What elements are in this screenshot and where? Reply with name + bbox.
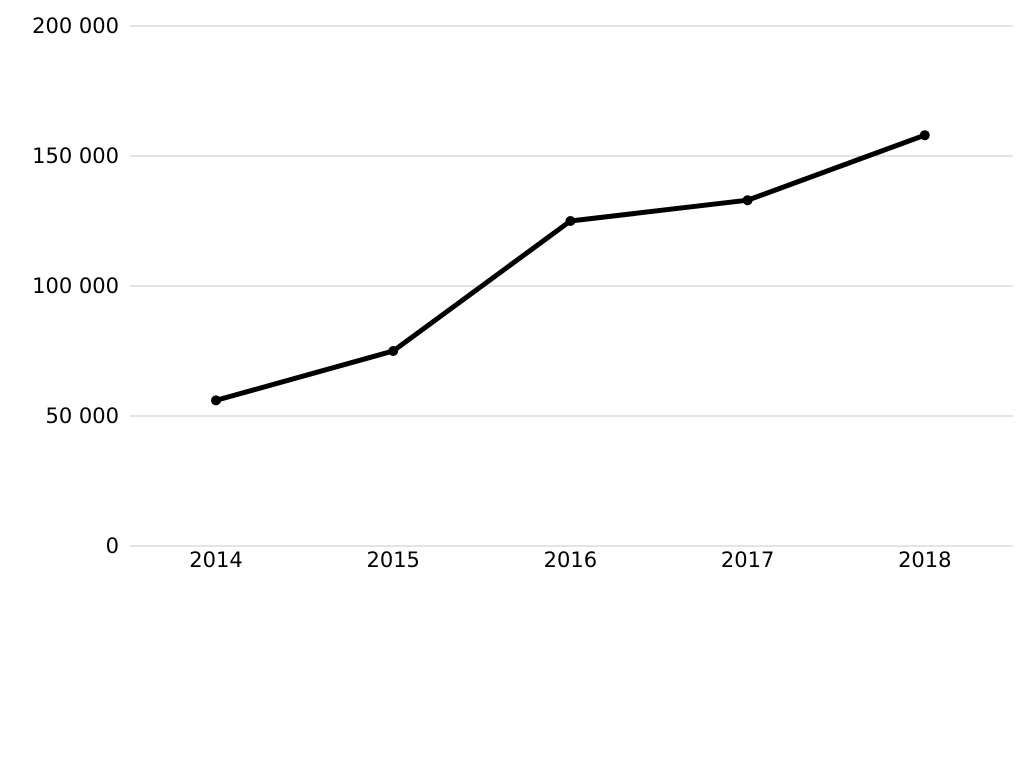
y-tick-label: 100 000	[32, 274, 119, 298]
x-tick-label: 2014	[189, 548, 242, 572]
data-point	[742, 195, 753, 206]
data-point	[388, 346, 399, 356]
x-tick-label: 2016	[544, 548, 597, 572]
x-tick-label: 2018	[898, 548, 951, 572]
y-tick-label: 50 000	[46, 404, 119, 428]
x-tick-label: 2017	[721, 548, 774, 572]
data-point	[211, 395, 221, 406]
data-point	[919, 130, 930, 141]
data-point	[565, 216, 576, 226]
series-line	[213, 132, 928, 403]
gridlines	[130, 25, 1013, 547]
x-tick-label: 2015	[366, 548, 419, 572]
y-tick-label: 0	[106, 534, 119, 558]
x-axis-tick-labels: 2014 2015 2016 2017 2018	[189, 548, 951, 572]
series-group	[211, 130, 930, 406]
y-tick-label: 200 000	[32, 14, 119, 38]
y-tick-label: 150 000	[32, 144, 119, 168]
y-axis-tick-labels: 0 50 000 100 000 150 000 200 000	[32, 14, 119, 558]
